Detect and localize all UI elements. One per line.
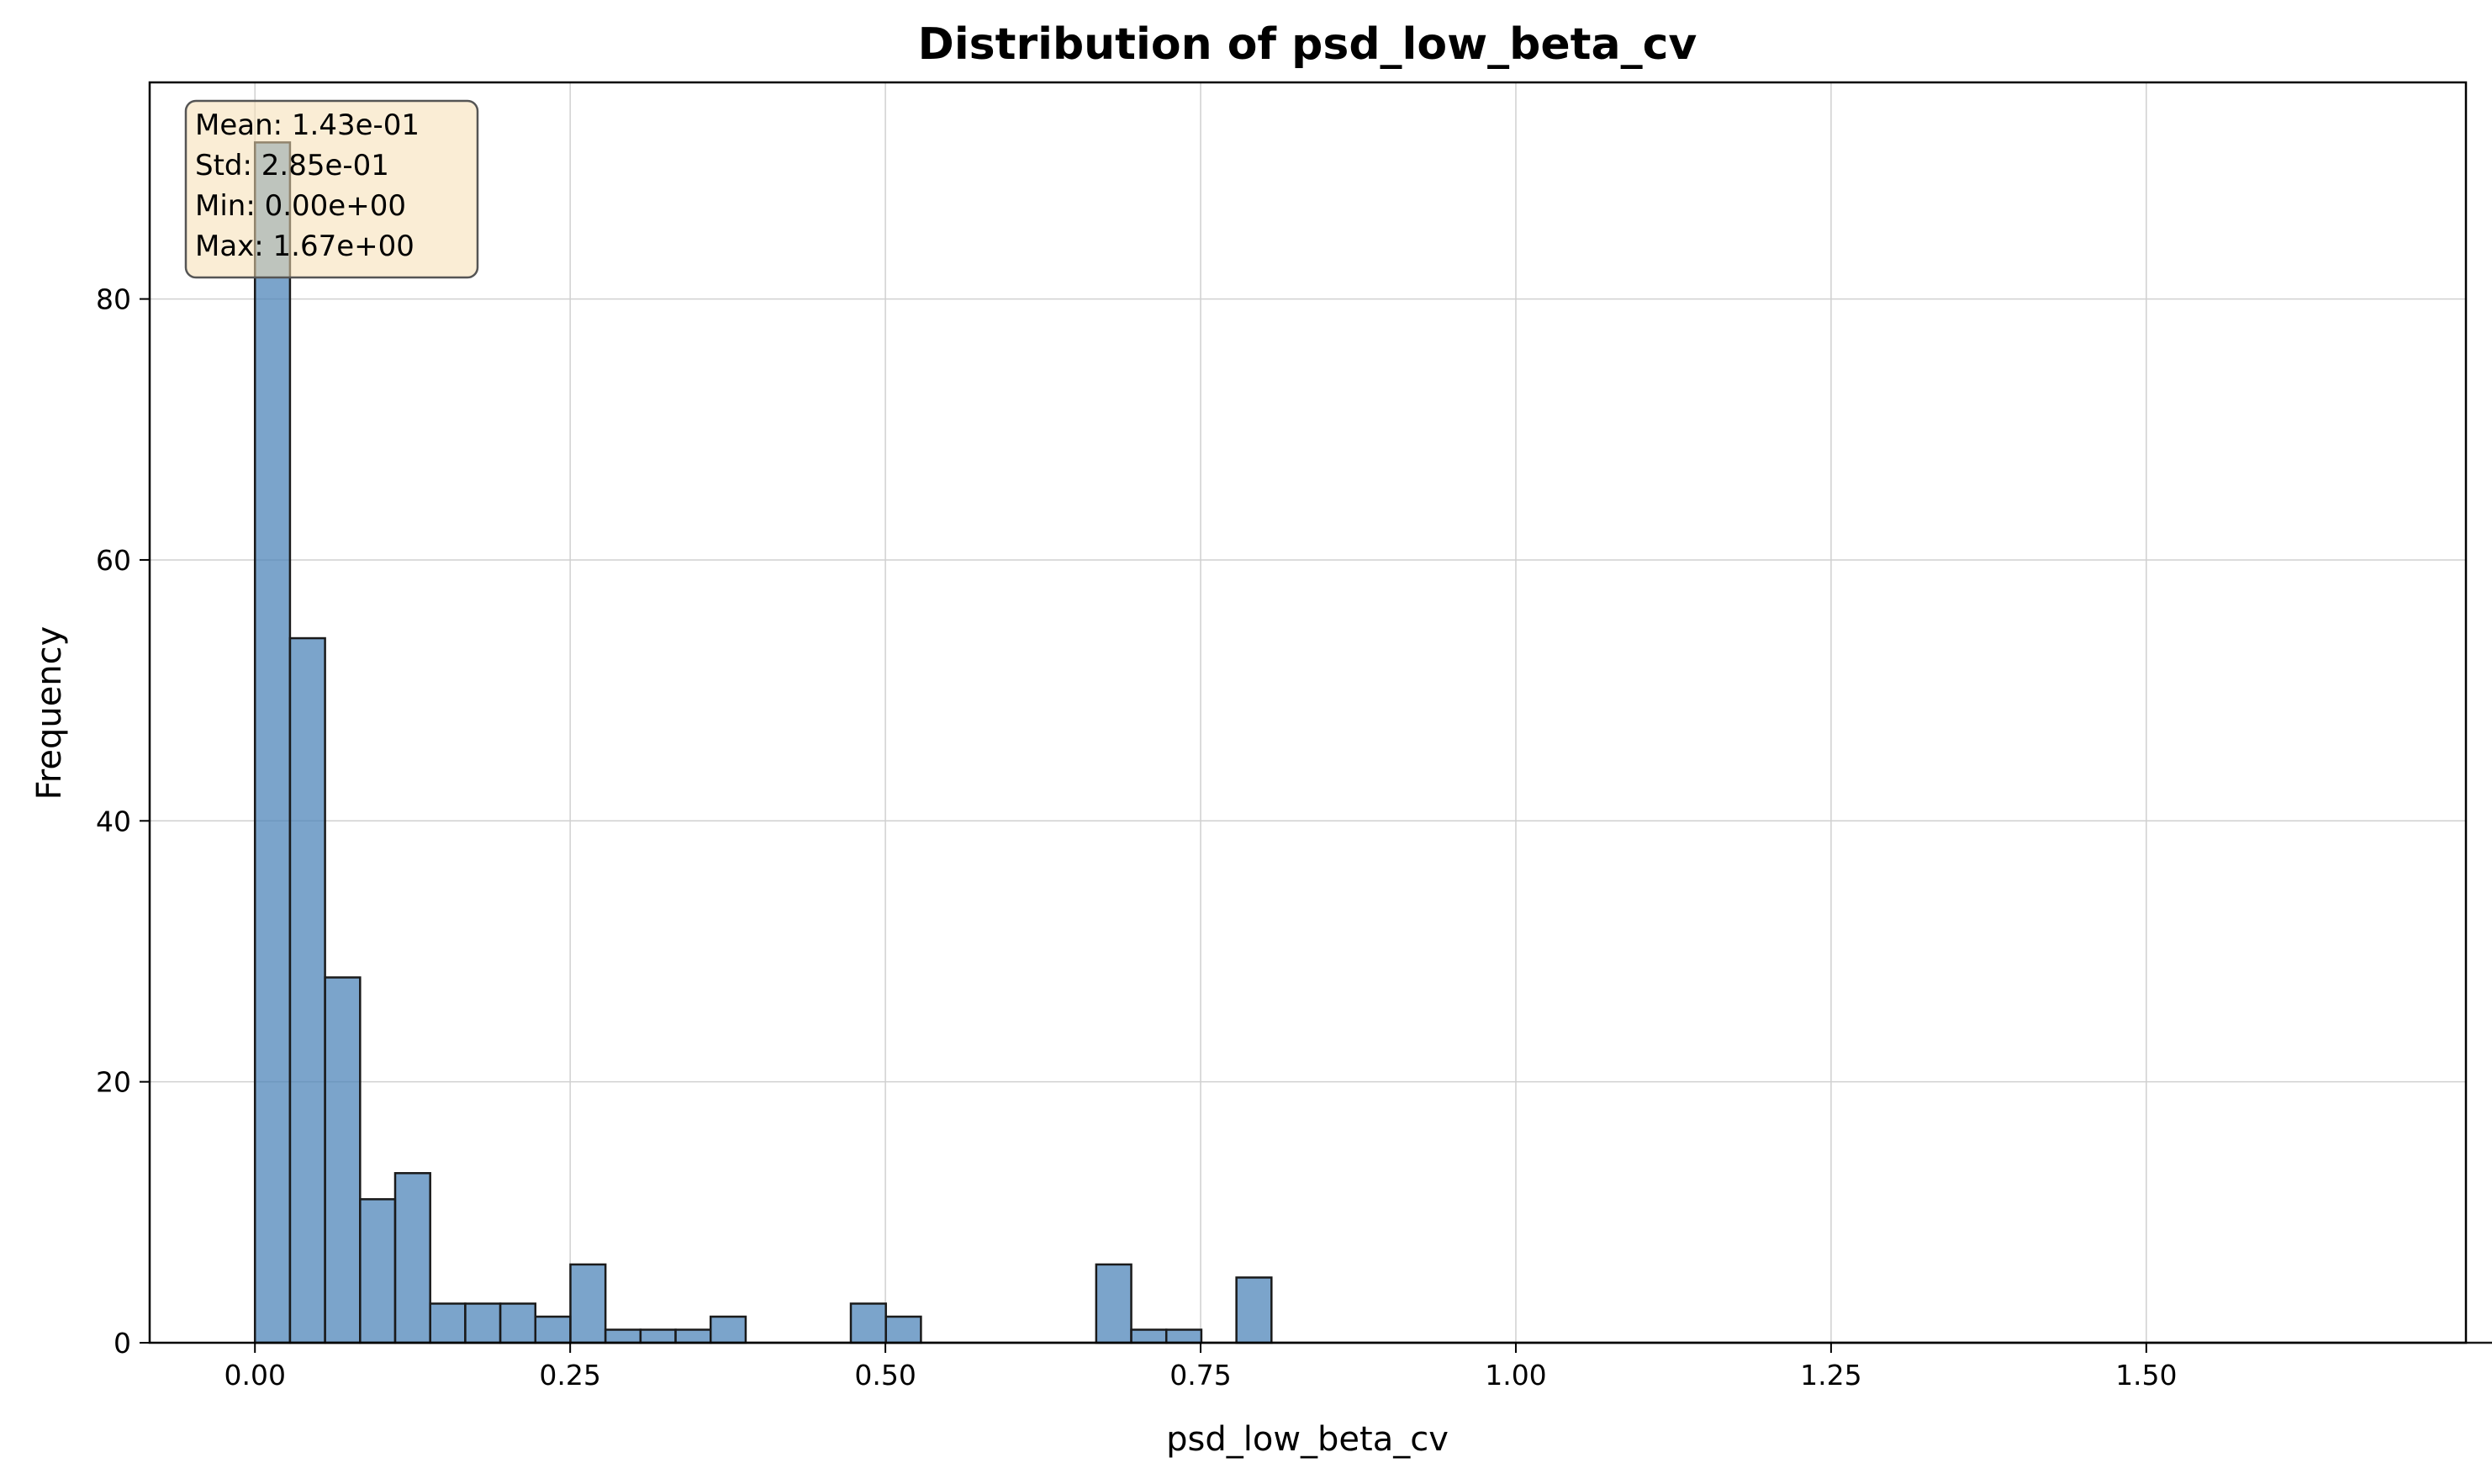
x-tick-label: 0.50	[854, 1359, 916, 1392]
histogram-bar	[709, 1315, 747, 1344]
histogram-bar	[884, 1315, 922, 1344]
histogram-bar	[464, 1302, 502, 1344]
y-tick-label: 60	[96, 544, 131, 577]
histogram-bar	[429, 1302, 467, 1344]
x-tick-label: 1.50	[2115, 1359, 2177, 1392]
x-tick-label: 1.25	[1800, 1359, 1861, 1392]
histogram-bar	[1095, 1263, 1132, 1344]
x-tick-label: 0.25	[539, 1359, 600, 1392]
histogram-bar	[1130, 1328, 1168, 1344]
histogram-bar	[324, 976, 362, 1344]
histogram-bar	[499, 1302, 537, 1344]
y-tick-label: 40	[96, 805, 131, 837]
stats-mean: Mean: 1.43e-01	[195, 108, 420, 142]
stats-box: Mean: 1.43e-01 Std: 2.85e-01 Min: 0.00e+…	[184, 99, 479, 279]
x-tick-label: 1.00	[1485, 1359, 1546, 1392]
x-tick-label: 0.00	[224, 1359, 285, 1392]
histogram-bar	[534, 1315, 572, 1344]
histogram-bar	[1235, 1276, 1273, 1344]
histogram-bars	[253, 141, 2492, 1344]
x-tick-label: 0.75	[1169, 1359, 1231, 1392]
plot-frame	[148, 81, 2468, 1344]
x-axis-label: psd_low_beta_cv	[1166, 1420, 1449, 1459]
histogram-bar	[393, 1172, 431, 1344]
stats-box-background	[184, 99, 479, 279]
y-tick-label: 0	[114, 1327, 131, 1360]
histogram-bar	[569, 1263, 607, 1344]
chart-title: Distribution of psd_low_beta_cv	[918, 19, 1697, 70]
histogram-bar	[674, 1328, 712, 1344]
histogram-bar	[253, 141, 292, 1344]
y-tick-label: 80	[96, 283, 131, 316]
histogram-bar	[849, 1302, 887, 1344]
stats-min: Min: 0.00e+00	[195, 189, 406, 223]
histogram-bar	[604, 1328, 642, 1344]
stats-max: Max: 1.67e+00	[195, 230, 414, 263]
stats-std: Std: 2.85e-01	[195, 149, 389, 182]
axis-ticks: 0.00 0.25 0.50 0.75 1.00 1.25 1.50 0 20 40 60 80	[96, 283, 2178, 1392]
histogram-bar	[288, 636, 326, 1344]
y-tick-label: 20	[96, 1066, 131, 1099]
histogram-bar	[639, 1328, 677, 1344]
histogram-bar	[359, 1198, 397, 1344]
y-axis-label: Frequency	[30, 626, 69, 800]
histogram-bar	[1164, 1328, 1203, 1344]
